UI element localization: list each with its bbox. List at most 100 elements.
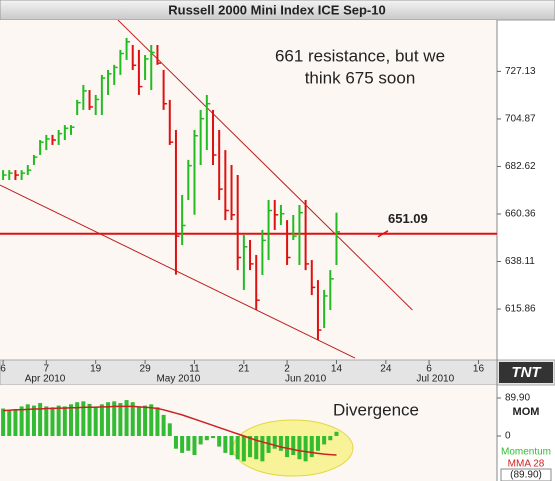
momentum-bar bbox=[99, 404, 104, 436]
logo: TNT bbox=[511, 364, 542, 381]
momentum-bar bbox=[303, 436, 308, 462]
level-label: 651.09 bbox=[388, 211, 428, 226]
y-tick-label: 704.87 bbox=[505, 114, 536, 125]
mma-line bbox=[3, 405, 337, 456]
momentum-bar bbox=[136, 406, 141, 436]
momentum-bar bbox=[235, 436, 240, 460]
momentum-bar bbox=[62, 406, 67, 436]
momentum-bar bbox=[161, 414, 166, 436]
momentum-bar bbox=[204, 436, 209, 441]
y-tick-label: 660.36 bbox=[505, 209, 536, 220]
logo-box bbox=[499, 362, 553, 383]
y-tick-label: 682.62 bbox=[505, 161, 536, 172]
momentum-bar bbox=[285, 436, 290, 458]
chart-title: Russell 2000 Mini Index ICE Sep-10 bbox=[168, 2, 385, 17]
momentum-bar bbox=[1, 408, 6, 436]
x-tick-label: 16 bbox=[473, 364, 485, 375]
momentum-bar bbox=[248, 436, 253, 458]
price-plot bbox=[0, 20, 497, 360]
momentum-bar bbox=[25, 404, 30, 436]
momentum-bar bbox=[266, 436, 271, 453]
momentum-layer bbox=[1, 400, 339, 462]
x-tick-label: 2 bbox=[284, 364, 290, 375]
momentum-bar bbox=[31, 405, 36, 436]
annotation: 661 resistance, but we bbox=[275, 46, 445, 65]
month-label: May 2010 bbox=[156, 374, 200, 385]
momentum-bar bbox=[229, 436, 234, 456]
momentum-bar bbox=[118, 403, 123, 436]
momentum-bar bbox=[130, 402, 135, 436]
momentum-bar bbox=[241, 436, 246, 462]
momentum-bar bbox=[149, 404, 154, 436]
x-tick-label: 14 bbox=[331, 364, 343, 375]
legend-entry: Momentum bbox=[501, 447, 551, 458]
momentum-bar bbox=[124, 400, 129, 436]
momentum-bar bbox=[315, 436, 320, 451]
momentum-bar bbox=[211, 436, 215, 439]
momentum-bar bbox=[180, 436, 185, 453]
momentum-bar bbox=[254, 436, 259, 460]
momentum-bar bbox=[112, 401, 117, 436]
x-tick-label: 24 bbox=[380, 364, 392, 375]
momentum-bar bbox=[56, 405, 61, 436]
momentum-bar bbox=[81, 401, 86, 436]
trendline bbox=[117, 20, 413, 311]
momentum-bar bbox=[19, 406, 24, 436]
momentum-bar bbox=[87, 403, 92, 436]
x-tick-label: 21 bbox=[238, 364, 250, 375]
indicator-label: MOM bbox=[513, 406, 540, 418]
momentum-bar bbox=[7, 410, 12, 436]
momentum-bar bbox=[186, 436, 191, 451]
momentum-bar bbox=[93, 406, 98, 436]
labels-layer: 615.86 638.11 660.36 682.62 704.87 727.13 6 7 19… bbox=[0, 46, 552, 481]
momentum-bar bbox=[75, 402, 80, 436]
x-tick-label: 29 bbox=[140, 364, 152, 375]
momentum-bar bbox=[309, 436, 314, 458]
price-layer bbox=[0, 20, 497, 359]
momentum-bar bbox=[173, 436, 178, 449]
momentum-bar bbox=[143, 405, 148, 436]
momentum-bar bbox=[13, 409, 18, 436]
momentum-bar bbox=[69, 404, 73, 436]
y-tick-label: 727.13 bbox=[505, 66, 536, 77]
momentum-bar bbox=[272, 436, 277, 449]
momentum-bar bbox=[328, 436, 333, 441]
legend-entry: MMA 28 bbox=[508, 459, 545, 470]
month-label: Jul 2010 bbox=[416, 374, 454, 385]
momentum-bar bbox=[50, 407, 55, 436]
momentum-bar bbox=[44, 406, 49, 436]
momentum-bar bbox=[322, 436, 327, 445]
momentum-bar bbox=[192, 436, 197, 456]
x-tick-label: 6 bbox=[0, 364, 6, 375]
x-axis-strip bbox=[0, 359, 555, 386]
x-tick-label: 6 bbox=[426, 364, 432, 375]
momentum-bar bbox=[260, 436, 265, 462]
level-arrow bbox=[377, 230, 389, 238]
y-tick-label: 638.11 bbox=[505, 256, 535, 267]
momentum-bar bbox=[297, 436, 302, 460]
momentum-bar bbox=[106, 402, 111, 436]
momentum-bar bbox=[155, 407, 160, 436]
momentum-bar bbox=[38, 403, 43, 436]
annotation: Divergence bbox=[333, 400, 419, 419]
month-label: Jun 2010 bbox=[285, 374, 327, 385]
x-tick-label: 19 bbox=[90, 364, 102, 375]
trendline bbox=[0, 184, 356, 359]
momentum-bar bbox=[223, 436, 228, 453]
readout: (89.90) bbox=[510, 470, 542, 481]
readout-box bbox=[500, 468, 552, 481]
momentum-bar bbox=[217, 436, 222, 447]
month-label: Apr 2010 bbox=[25, 374, 66, 385]
x-tick-label: 7 bbox=[44, 364, 50, 375]
momentum-bar bbox=[167, 423, 172, 436]
x-tick-label: 11 bbox=[189, 364, 200, 375]
momentum-bar bbox=[278, 436, 283, 451]
y-tick-label: 0 bbox=[505, 431, 511, 442]
momentum-bar bbox=[334, 431, 339, 436]
y-tick-label: 615.86 bbox=[505, 304, 536, 315]
annotation: think 675 soon bbox=[305, 68, 416, 87]
momentum-bar bbox=[198, 436, 203, 445]
y-tick-label: 89.90 bbox=[505, 393, 530, 404]
momentum-bar bbox=[291, 436, 296, 456]
